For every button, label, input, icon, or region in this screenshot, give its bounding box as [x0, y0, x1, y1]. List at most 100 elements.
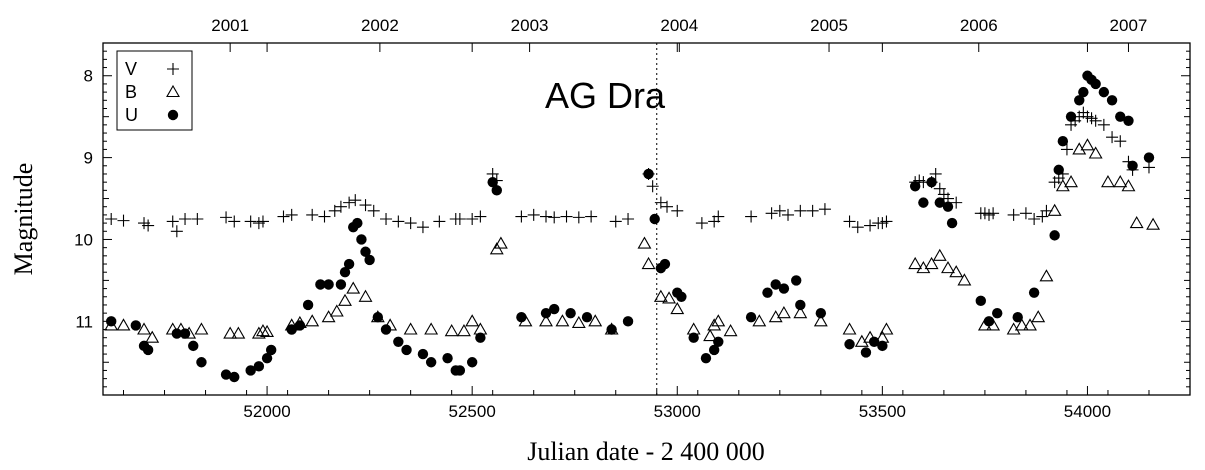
point-u	[425, 357, 437, 368]
point-b	[932, 248, 947, 261]
point-u	[487, 176, 498, 188]
point-u	[745, 312, 757, 323]
point-u	[466, 357, 478, 368]
point-u	[1143, 152, 1155, 163]
point-b	[776, 306, 791, 319]
point-v	[349, 194, 362, 207]
point-u	[265, 344, 277, 356]
point-u	[1028, 287, 1040, 298]
point-u	[688, 332, 699, 343]
point-v	[1106, 131, 1119, 144]
point-b	[916, 261, 931, 274]
point-v	[256, 215, 269, 228]
point-u	[1053, 164, 1064, 176]
point-u	[220, 369, 232, 380]
series-u	[106, 70, 1155, 383]
point-v	[818, 203, 831, 216]
point-b	[637, 236, 652, 249]
point-u	[323, 279, 334, 290]
x-tick-label: 53500	[859, 402, 906, 421]
point-v	[166, 215, 179, 228]
y-tick-label: 10	[74, 230, 93, 249]
point-u	[417, 348, 429, 360]
point-u	[1012, 312, 1023, 323]
point-b	[1072, 142, 1087, 155]
point-v	[515, 210, 528, 223]
point-u	[454, 365, 466, 376]
point-b	[1101, 175, 1115, 188]
x-tick-label: 52500	[449, 402, 496, 421]
point-u	[868, 336, 880, 347]
point-b	[703, 328, 718, 342]
point-u	[1074, 95, 1085, 106]
point-v	[343, 196, 356, 209]
point-b	[256, 324, 270, 337]
point-u	[770, 279, 781, 290]
point-u	[475, 332, 486, 343]
data-points	[104, 70, 1161, 383]
point-u	[245, 365, 256, 376]
point-b	[137, 322, 151, 335]
point-v	[929, 167, 942, 180]
point-u	[778, 283, 790, 294]
point-u	[253, 361, 265, 372]
point-v	[466, 213, 479, 225]
y-axis-title: Magnitude	[9, 163, 38, 276]
point-u	[926, 176, 937, 188]
point-b	[768, 310, 783, 323]
point-u	[360, 246, 371, 257]
point-b	[1146, 217, 1161, 230]
point-b	[465, 314, 480, 327]
top-year-label: 2002	[361, 16, 399, 35]
point-v	[105, 213, 118, 225]
point-b	[924, 256, 939, 270]
legend-label-v: V	[125, 59, 137, 79]
legend-label-b: B	[125, 82, 137, 102]
point-b	[145, 330, 160, 343]
point-b	[711, 314, 726, 327]
point-b	[444, 324, 459, 337]
top-year-label: 2003	[511, 16, 549, 35]
point-b	[653, 289, 668, 302]
point-u	[676, 291, 687, 302]
point-v	[392, 215, 405, 228]
point-b	[879, 322, 894, 335]
legend-marker-v	[167, 63, 179, 75]
point-u	[516, 312, 527, 323]
point-u	[229, 371, 240, 383]
point-v	[328, 204, 341, 217]
point-u	[1123, 115, 1134, 126]
point-b	[949, 265, 964, 278]
point-b	[223, 326, 238, 339]
x-axis-title: Julian date - 2 400 000	[527, 437, 765, 466]
point-u	[261, 352, 273, 364]
point-v	[142, 219, 155, 232]
point-u	[142, 344, 154, 356]
point-v	[474, 210, 487, 223]
point-u	[549, 303, 560, 315]
point-v	[179, 213, 192, 225]
point-v	[646, 180, 659, 193]
point-u	[708, 344, 720, 356]
chart-title: AG Dra	[545, 75, 666, 116]
point-u	[983, 316, 995, 327]
plot-frame	[102, 42, 1191, 396]
point-v	[671, 204, 684, 217]
top-year-label: 2004	[660, 16, 698, 35]
point-b	[1014, 318, 1029, 331]
point-b	[854, 334, 869, 347]
point-v	[244, 215, 257, 228]
point-b	[571, 315, 586, 329]
point-u	[302, 299, 314, 311]
point-b	[338, 293, 352, 306]
point-v	[306, 208, 319, 221]
point-b	[752, 314, 767, 327]
point-v	[191, 213, 204, 225]
point-v	[880, 215, 893, 228]
top-year-label: 2006	[960, 16, 998, 35]
point-u	[946, 217, 958, 229]
point-v	[220, 211, 233, 224]
point-v	[170, 225, 183, 238]
point-v	[359, 199, 372, 212]
point-v	[712, 210, 725, 223]
